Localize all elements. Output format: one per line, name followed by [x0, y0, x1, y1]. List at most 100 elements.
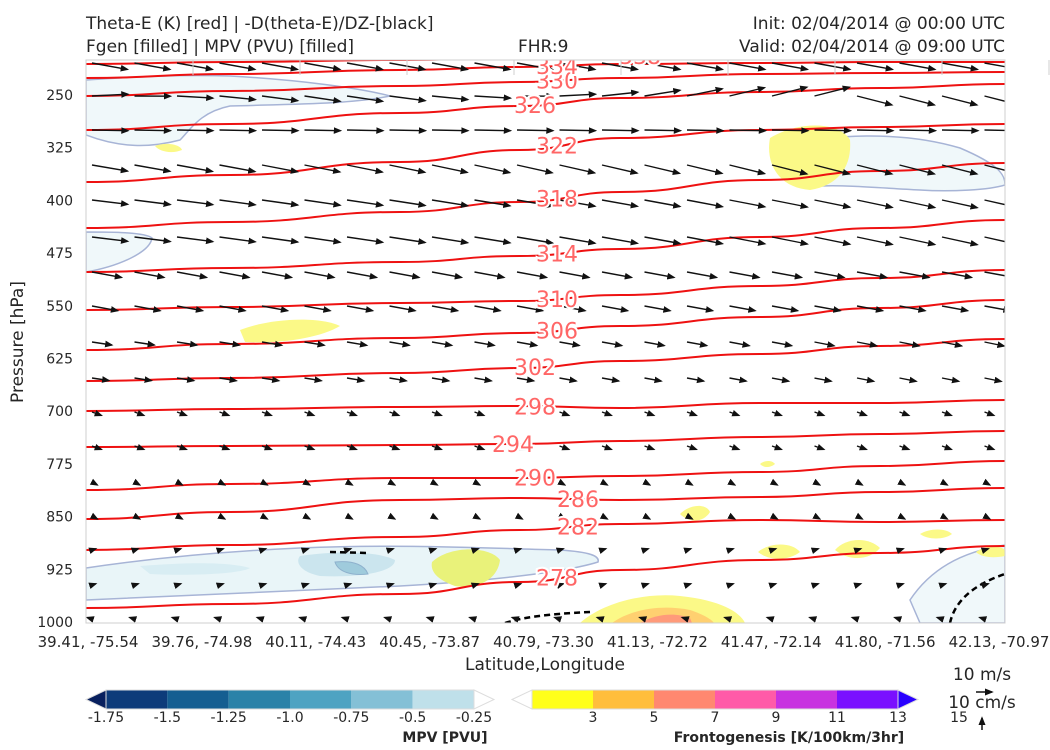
colorbar-swatch: [167, 690, 229, 709]
wind-vector: [346, 62, 385, 72]
vector-key-horizontal: 10 m/s: [953, 665, 1011, 685]
wind-vector: [559, 271, 591, 280]
wind-vector: [130, 547, 140, 555]
wind-vector: [812, 512, 822, 520]
wind-vector: [939, 478, 949, 486]
y-tick-label: 625: [46, 352, 73, 368]
wind-vector: [899, 62, 937, 72]
fgen-colorbar-label: Frontogenesis [K/100km/3hr]: [674, 730, 904, 746]
wind-vector: [304, 199, 342, 208]
wind-vector: [429, 512, 439, 520]
y-axis-label: Pressure [hPa]: [8, 281, 28, 403]
wind-vector: [856, 164, 894, 176]
wind-vector: [176, 62, 215, 72]
wind-vector: [768, 547, 778, 555]
wind-vector: [474, 376, 493, 384]
wind-vector: [385, 547, 395, 555]
wind-vector: [559, 127, 598, 134]
wind-vector: [304, 376, 323, 383]
theta-e-contour: [86, 430, 1005, 448]
y-tick-label: 925: [46, 562, 73, 578]
y-tick-label: 550: [46, 299, 73, 315]
wind-vector: [510, 616, 520, 623]
wind-vector: [644, 305, 672, 313]
theta-e-contour-label: 306: [536, 319, 578, 344]
wind-vector: [771, 271, 804, 280]
wind-vector: [516, 271, 549, 280]
fgen-region: [760, 461, 775, 467]
mpv-region: [909, 544, 1005, 623]
wind-vector: [219, 164, 257, 174]
wind-vector: [219, 409, 231, 417]
wind-vector: [856, 236, 894, 247]
theta-e-contour-label: 318: [536, 187, 578, 212]
wind-vector: [856, 376, 876, 384]
wind-vector: [174, 478, 184, 486]
wind-vector: [300, 547, 310, 555]
wind-vector: [686, 341, 709, 348]
wind-vector: [814, 85, 852, 97]
wind-vector: [599, 478, 609, 486]
y-tick-label: 700: [46, 404, 73, 420]
wind-vector: [938, 582, 948, 590]
wind-vector: [217, 478, 227, 486]
theta-e-contour: [86, 71, 1005, 97]
colorbar-tick-label: 9: [772, 710, 781, 726]
x-tick-label: 41.47, -72.14: [721, 633, 822, 651]
y-tick-label: 475: [46, 246, 73, 262]
wind-vector: [856, 127, 895, 134]
y-tick-label: 400: [46, 193, 73, 209]
fgen-region: [155, 143, 182, 153]
wind-vector: [644, 164, 682, 176]
wind-vector: [134, 236, 172, 244]
theta-e-contour: [86, 338, 1005, 382]
wind-vector: [686, 271, 719, 280]
x-tick-label: 39.41, -75.54: [38, 633, 139, 651]
wind-vector: [725, 547, 735, 555]
wind-vector: [769, 478, 779, 486]
wind-vector: [601, 236, 640, 246]
wind-vector: [727, 478, 737, 486]
wind-vector: [644, 443, 656, 451]
wind-vector: [431, 443, 443, 451]
wind-vector: [686, 164, 724, 176]
wind-vector: [642, 478, 652, 486]
wind-vector: [89, 512, 99, 520]
wind-vector: [173, 582, 183, 590]
wind-vector: [729, 127, 768, 134]
wind-vector: [302, 512, 312, 520]
wind-vector: [814, 341, 836, 348]
wind-vector: [346, 305, 375, 313]
colorbar-swatch: [412, 690, 474, 709]
wind-vector: [984, 341, 1005, 348]
wind-vector: [771, 236, 809, 246]
wind-vector: [729, 305, 757, 313]
wind-vector: [814, 271, 846, 280]
wind-vector: [304, 305, 332, 313]
colorbar-outline: [105, 689, 475, 710]
wind-vector: [812, 478, 822, 486]
wind-vector: [431, 127, 470, 134]
wind-vector: [516, 443, 528, 451]
wind-vector: [389, 127, 428, 134]
wind-vector: [941, 127, 980, 134]
wind-vector: [431, 95, 470, 103]
wind-vector: [686, 376, 706, 384]
colorbar-swatch: [715, 690, 776, 709]
title-line-1: Theta-E (K) [red] | -D(theta-E)/DZ-[blac…: [86, 14, 434, 34]
theta-e-contour-label: 290: [514, 467, 556, 492]
colorbar-extend-tip: [84, 689, 107, 710]
wind-vector: [134, 199, 172, 207]
wind-vector: [601, 62, 640, 72]
wind-vector: [644, 236, 682, 246]
vector-key-vertical: 10 cm/s: [948, 693, 1016, 713]
wind-vector: [686, 236, 725, 246]
colorbar-extend-tip: [897, 689, 920, 710]
wind-vector: [516, 305, 545, 313]
wind-vector: [431, 409, 443, 417]
wind-vector: [219, 95, 257, 103]
wind-vector: [176, 236, 215, 245]
wind-vector: [984, 236, 1005, 243]
wind-vector: [516, 376, 536, 384]
